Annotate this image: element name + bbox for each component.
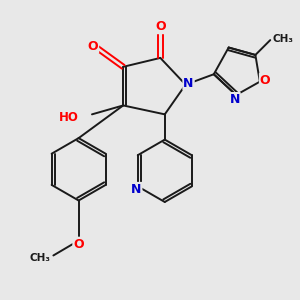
Text: CH₃: CH₃ [29,254,50,263]
Text: O: O [155,20,166,33]
Text: O: O [260,74,271,87]
Text: O: O [73,238,84,251]
Text: CH₃: CH₃ [273,34,294,44]
Text: N: N [230,93,240,106]
Text: HO: HO [59,111,79,124]
Text: N: N [183,77,194,90]
Text: O: O [88,40,98,52]
Text: N: N [131,183,142,196]
